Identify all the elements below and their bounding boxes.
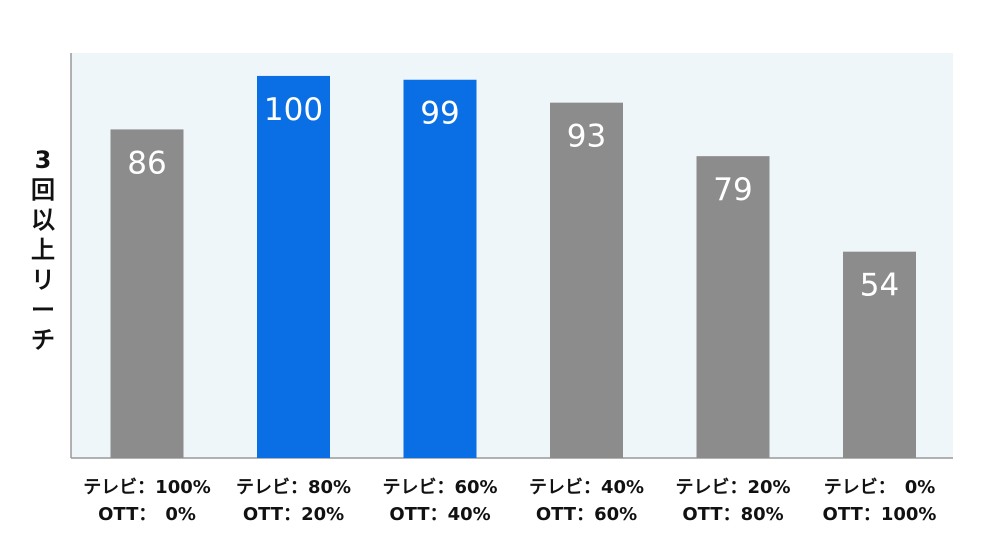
bar-value-label-3: 99 (420, 96, 459, 132)
x-tick-label-2-line-1: テレビ：80% (236, 477, 351, 498)
bar-6 (843, 251, 916, 458)
x-tick-label-1-line-2: OTT： 0% (98, 504, 196, 525)
plot-area (71, 53, 953, 458)
bar-2 (257, 75, 330, 458)
bar-value-label-6: 54 (860, 268, 899, 304)
x-tick-label-2-line-2: OTT：20% (243, 504, 344, 525)
x-tick-label-6-line-1: テレビ： 0% (824, 477, 936, 498)
x-tick-label-5-line-1: テレビ：20% (675, 477, 790, 498)
bar-value-label-4: 93 (567, 119, 606, 155)
bar-value-label-5: 79 (713, 172, 752, 208)
value-labels-group: 86 100 99 93 79 54 (127, 92, 899, 304)
bar-4 (550, 102, 623, 459)
bar-1 (110, 129, 184, 458)
bar-5 (696, 156, 770, 458)
bar-value-label-2: 100 (264, 92, 323, 128)
y-axis-label: 3 回以上リーチ (31, 146, 55, 354)
bars-group (110, 75, 916, 459)
bar-value-label-1: 86 (127, 145, 166, 181)
x-tick-label-4-line-2: OTT：60% (536, 504, 637, 525)
x-tick-label-1-line-1: テレビ：100% (83, 477, 211, 498)
x-tick-label-3-line-2: OTT：40% (389, 504, 490, 525)
x-tick-label-3-line-1: テレビ：60% (382, 477, 497, 498)
x-tick-labels-group: テレビ：100% OTT： 0% テレビ：80% OTT：20% テレビ：60% OTT：… (83, 477, 936, 525)
x-tick-label-4-line-1: テレビ：40% (529, 477, 644, 498)
x-tick-label-6-line-2: OTT：100% (823, 504, 937, 525)
bar-3 (403, 79, 477, 458)
x-tick-label-5-line-2: OTT：80% (682, 504, 783, 525)
